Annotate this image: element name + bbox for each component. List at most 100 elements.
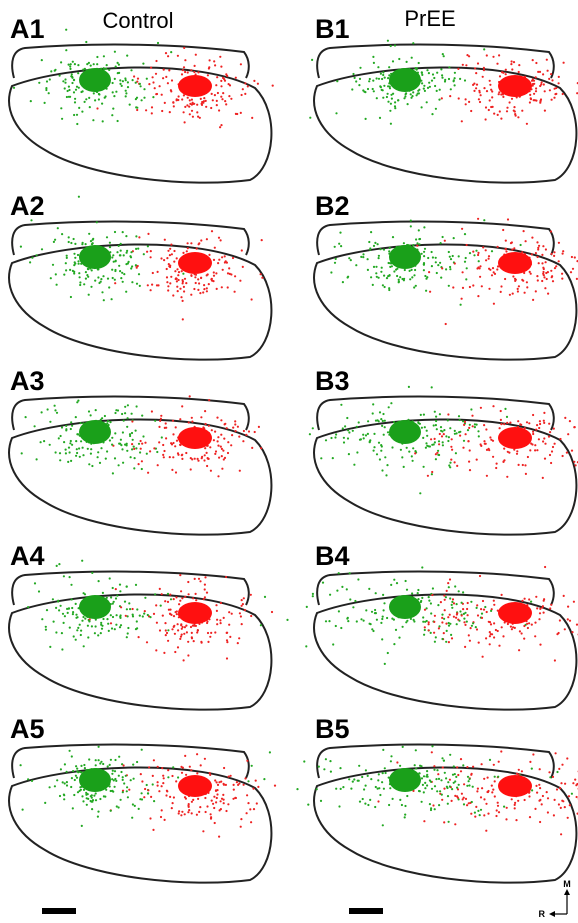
red-cell [243, 597, 245, 599]
red-cell [478, 98, 480, 100]
green-cell [60, 61, 62, 63]
green-cell [430, 612, 432, 614]
green-cell [350, 788, 352, 790]
red-cell [572, 268, 574, 270]
red-cell [180, 624, 182, 626]
red-cell [192, 597, 194, 599]
green-cell [48, 92, 50, 94]
red-cell [208, 254, 210, 256]
red-cell [196, 111, 198, 113]
green-cell [120, 243, 122, 245]
green-cell [428, 600, 430, 602]
green-cell [464, 261, 466, 263]
red-cell [180, 590, 182, 592]
green-cell [398, 58, 400, 60]
red-cell [468, 427, 470, 429]
compass-label: R [539, 909, 546, 919]
red-cell [550, 73, 552, 75]
red-cell [201, 642, 203, 644]
red-cell [496, 809, 498, 811]
red-cell [169, 254, 171, 256]
green-cell [491, 250, 493, 252]
green-cell [421, 566, 423, 568]
red-cell [553, 255, 555, 257]
green-cell [69, 627, 71, 629]
green-cell [483, 48, 485, 50]
green-cell [450, 634, 452, 636]
red-cell [225, 260, 227, 262]
green-cell [107, 623, 109, 625]
green-cell [129, 608, 131, 610]
scale-bar [42, 908, 76, 914]
red-cell [165, 794, 167, 796]
red-cell [254, 431, 256, 433]
red-cell [543, 274, 545, 276]
red-cell [464, 646, 466, 648]
red-cell [434, 615, 436, 617]
red-cell [169, 456, 171, 458]
red-cell [176, 268, 178, 270]
cortex-outline [314, 67, 576, 182]
red-cell [438, 627, 440, 629]
red-cell [451, 637, 453, 639]
green-cell [53, 621, 55, 623]
red-cell [164, 239, 166, 241]
green-cell [372, 630, 374, 632]
green-cell [435, 458, 437, 460]
green-cell [372, 284, 374, 286]
red-cell [151, 112, 153, 114]
red-cell [190, 294, 192, 296]
green-cell [384, 420, 386, 422]
green-cell [127, 632, 129, 634]
green-cell [399, 799, 401, 801]
panel-label: A3 [10, 366, 45, 396]
red-cell [222, 794, 224, 796]
red-cell [461, 793, 463, 795]
green-cell [55, 273, 57, 275]
red-cell [447, 616, 449, 618]
green-cell [110, 614, 112, 616]
red-cell [561, 278, 563, 280]
red-cell [554, 799, 556, 801]
green-cell [392, 60, 394, 62]
green-cell [384, 456, 386, 458]
green-cell [356, 426, 358, 428]
green-cell [27, 606, 29, 608]
green-cell [79, 281, 81, 283]
green-cell [426, 784, 428, 786]
green-cell [68, 96, 70, 98]
green-cell [474, 426, 476, 428]
green-cell [263, 778, 265, 780]
red-cell [497, 114, 499, 116]
green-cell [112, 91, 114, 93]
red-cell [532, 299, 534, 301]
green-cell [379, 411, 381, 413]
green-cell [445, 268, 447, 270]
green-cell [160, 605, 162, 607]
green-cell [114, 759, 116, 761]
red-cell [439, 433, 441, 435]
green-cell [378, 787, 380, 789]
green-cell [416, 242, 418, 244]
red-cell [488, 448, 490, 450]
red-cell [221, 798, 223, 800]
red-cell [485, 118, 487, 120]
green-cell [454, 430, 456, 432]
red-cell [450, 459, 452, 461]
green-cell [448, 436, 450, 438]
red-cell [454, 461, 456, 463]
red-cell [438, 443, 440, 445]
green-cell [368, 588, 370, 590]
red-cell [485, 106, 487, 108]
cortex-outline [9, 244, 271, 359]
red-cell [472, 766, 474, 768]
green-cell [46, 80, 48, 82]
red-cell [488, 288, 490, 290]
red-cell [172, 802, 174, 804]
red-cell [207, 641, 209, 643]
panel-label: A5 [10, 714, 45, 744]
green-cell [347, 437, 349, 439]
green-cell [73, 114, 75, 116]
red-cell [177, 55, 179, 57]
green-cell [98, 98, 100, 100]
